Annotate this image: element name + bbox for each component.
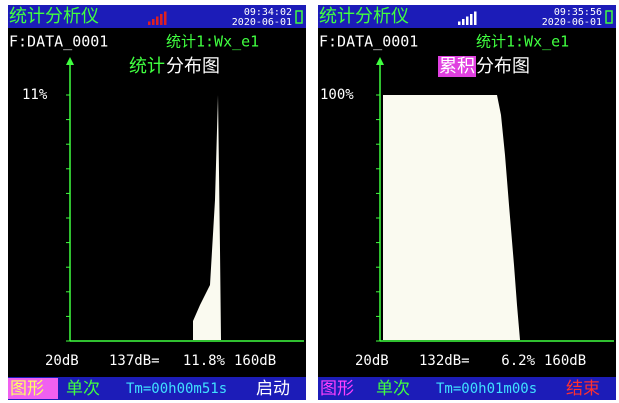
signal-bar [466, 16, 469, 25]
header-date: 2020-06-01 [232, 17, 292, 28]
channel: 统计1:Wx_e1 [476, 33, 569, 51]
title-highlight [438, 56, 476, 77]
header-date: 2020-06-01 [542, 17, 602, 28]
header-title: 统计分析仪 [319, 6, 409, 27]
file-name: F:DATA_0001 [319, 33, 418, 51]
x-end-label: 160dB [544, 353, 586, 369]
footer-bar [318, 377, 616, 400]
cursor-value: 11.8% [183, 353, 226, 369]
cursor-label: 137dB= [109, 353, 160, 369]
battery-icon [295, 10, 303, 24]
file-name: F:DATA_0001 [9, 33, 108, 51]
distribution-shape [193, 95, 221, 340]
signal-bar [462, 19, 465, 25]
signal-bar [458, 21, 461, 25]
signal-bar [148, 21, 151, 25]
footer-highlight [8, 378, 58, 399]
footer-item: 结束 [566, 379, 600, 399]
chart-title: 分布图 [476, 56, 530, 77]
x-start-label: 20dB [355, 353, 389, 369]
battery-icon [605, 10, 613, 24]
header-time: 09:35:56 [554, 7, 602, 18]
signal-bar [156, 16, 159, 25]
signal-bar [474, 11, 477, 25]
y-max-label: 100% [320, 87, 354, 103]
footer-item: 启动 [256, 379, 290, 399]
signal-bar [470, 14, 473, 25]
distribution-shape [383, 95, 520, 340]
y-axis-arrow [66, 57, 74, 65]
header-time: 09:34:02 [244, 7, 292, 18]
footer-item: 图形 [320, 379, 354, 399]
footer-item: 单次 [376, 379, 410, 399]
footer-item: Tm=00h00m51s [126, 381, 227, 397]
footer-item: 图形 [10, 379, 44, 399]
footer-bar [8, 377, 306, 400]
screen-bg [8, 5, 306, 400]
footer-item: Tm=00h01m00s [436, 381, 537, 397]
x-end-label: 160dB [234, 353, 276, 369]
chart-title: 分布图 [166, 56, 220, 77]
chart-title-mode: 累积 [439, 56, 475, 77]
cursor-value: 6.2% [501, 353, 535, 369]
y-axis-arrow [376, 57, 384, 65]
cursor-label: 132dB= [419, 353, 470, 369]
signal-bar [160, 14, 163, 25]
footer-item: 单次 [66, 379, 100, 399]
channel: 统计1:Wx_e1 [166, 33, 259, 51]
x-start-label: 20dB [45, 353, 79, 369]
signal-bar [152, 19, 155, 25]
chart-title-mode: 统计 [129, 56, 165, 77]
signal-bar [164, 11, 167, 25]
header-title: 统计分析仪 [9, 6, 99, 27]
y-max-label: 11% [22, 87, 48, 103]
